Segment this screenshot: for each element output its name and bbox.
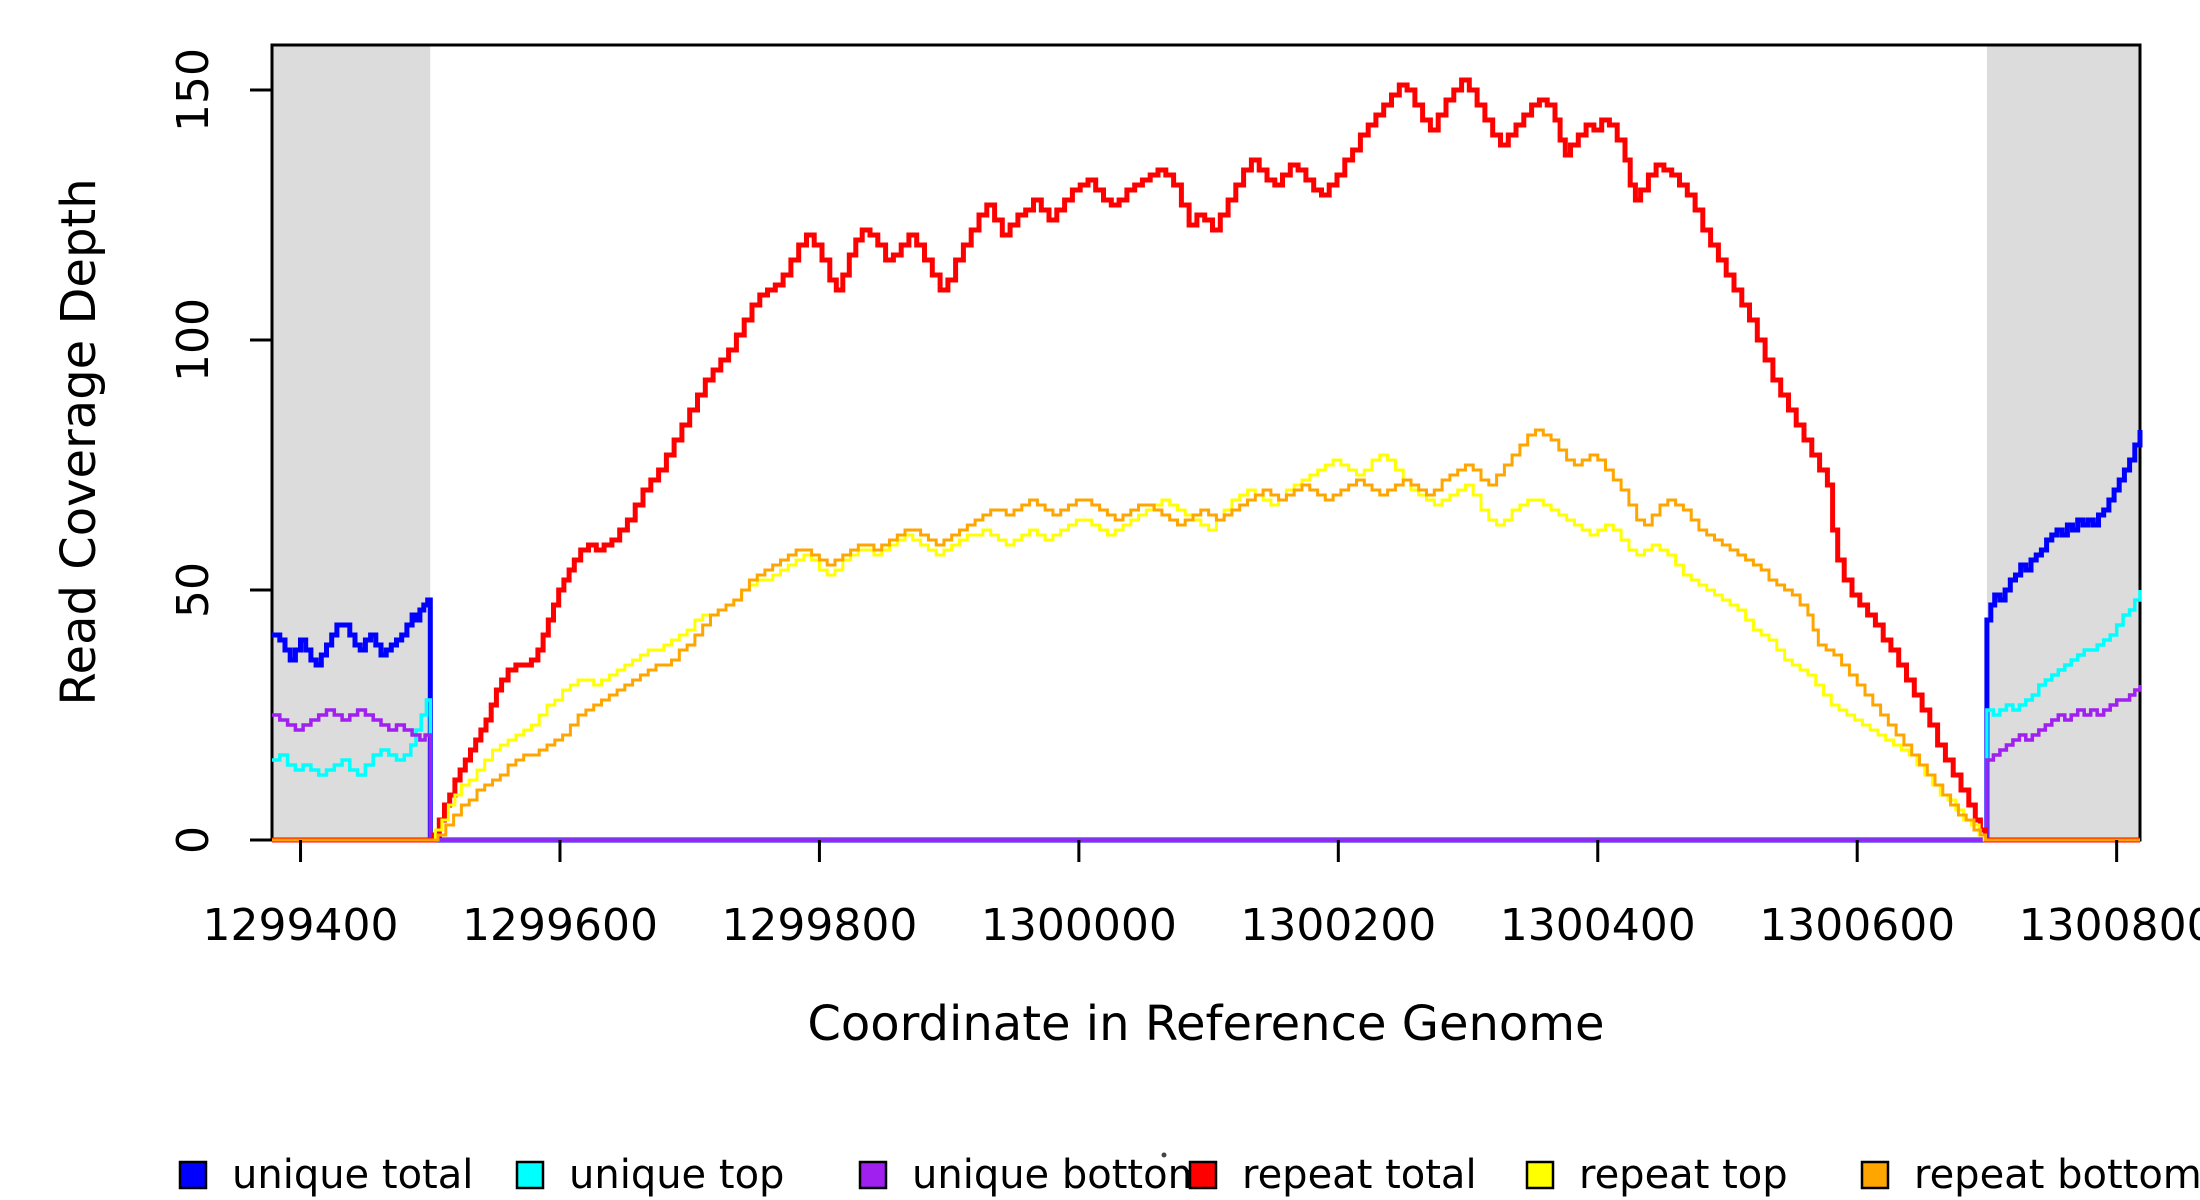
series-unique-total [272, 430, 2143, 843]
legend-item-unique-total: unique total [178, 1152, 473, 1198]
legend-label-unique-bottom: unique bottom [912, 1152, 1207, 1198]
legend-label-unique-total: unique total [232, 1152, 473, 1198]
legend-swatch-unique-total [178, 1160, 208, 1190]
series-repeat-total [272, 77, 2140, 843]
unique-region-band-left [272, 45, 431, 840]
series-unique-top [272, 590, 2142, 842]
x-tick-label: 1300000 [981, 900, 1177, 951]
x-tick-label: 1300200 [1240, 900, 1436, 951]
y-tick-label: 100 [168, 298, 219, 382]
y-tick-label: 50 [168, 562, 219, 618]
y-axis: 0 50 100 150 [168, 48, 272, 854]
legend-item-unique-bottom: unique bottom [858, 1152, 1207, 1198]
legend-item-repeat-top: repeat top [1525, 1152, 1788, 1198]
x-tick-label: 1299800 [721, 900, 917, 951]
x-tick-label: 1300800 [2019, 900, 2200, 951]
legend-label-repeat-bottom: repeat bottom [1914, 1152, 2200, 1198]
x-tick-label: 1300400 [1500, 900, 1696, 951]
series-repeat-top [272, 453, 2140, 842]
legend-swatch-repeat-total [1188, 1160, 1218, 1190]
x-tick-label: 1299600 [462, 900, 658, 951]
series-unique-bottom [272, 685, 2142, 842]
legend-item-repeat-bottom: repeat bottom [1860, 1152, 2200, 1198]
legend-item-repeat-total: repeat total [1188, 1152, 1477, 1198]
legend-label-unique-top: unique top [569, 1152, 784, 1198]
series-repeat-bottom [272, 428, 2140, 842]
y-tick-label: 150 [168, 48, 219, 132]
legend-swatch-unique-top [515, 1160, 545, 1190]
coverage-series [272, 77, 2143, 843]
stray-dot [1161, 1152, 1167, 1158]
legend-item-unique-top: unique top [515, 1152, 784, 1198]
legend-label-repeat-total: repeat total [1242, 1152, 1477, 1198]
legend-swatch-unique-bottom [858, 1160, 888, 1190]
x-axis-title: Coordinate in Reference Genome [807, 996, 1604, 1052]
y-tick-label: 0 [168, 826, 219, 854]
x-tick-label: 1300600 [1759, 900, 1955, 951]
x-axis: 1299400 1299600 1299800 1300000 1300200 13004… [203, 840, 2200, 951]
legend-swatch-repeat-bottom [1860, 1160, 1890, 1190]
legend: unique total unique top unique bottom repea… [178, 1152, 2200, 1198]
shaded-unique-regions [272, 45, 2140, 840]
legend-swatch-repeat-top [1525, 1160, 1555, 1190]
legend-label-repeat-top: repeat top [1579, 1152, 1788, 1198]
y-axis-title: Read Coverage Depth [51, 178, 107, 705]
x-tick-label: 1299400 [203, 900, 399, 951]
